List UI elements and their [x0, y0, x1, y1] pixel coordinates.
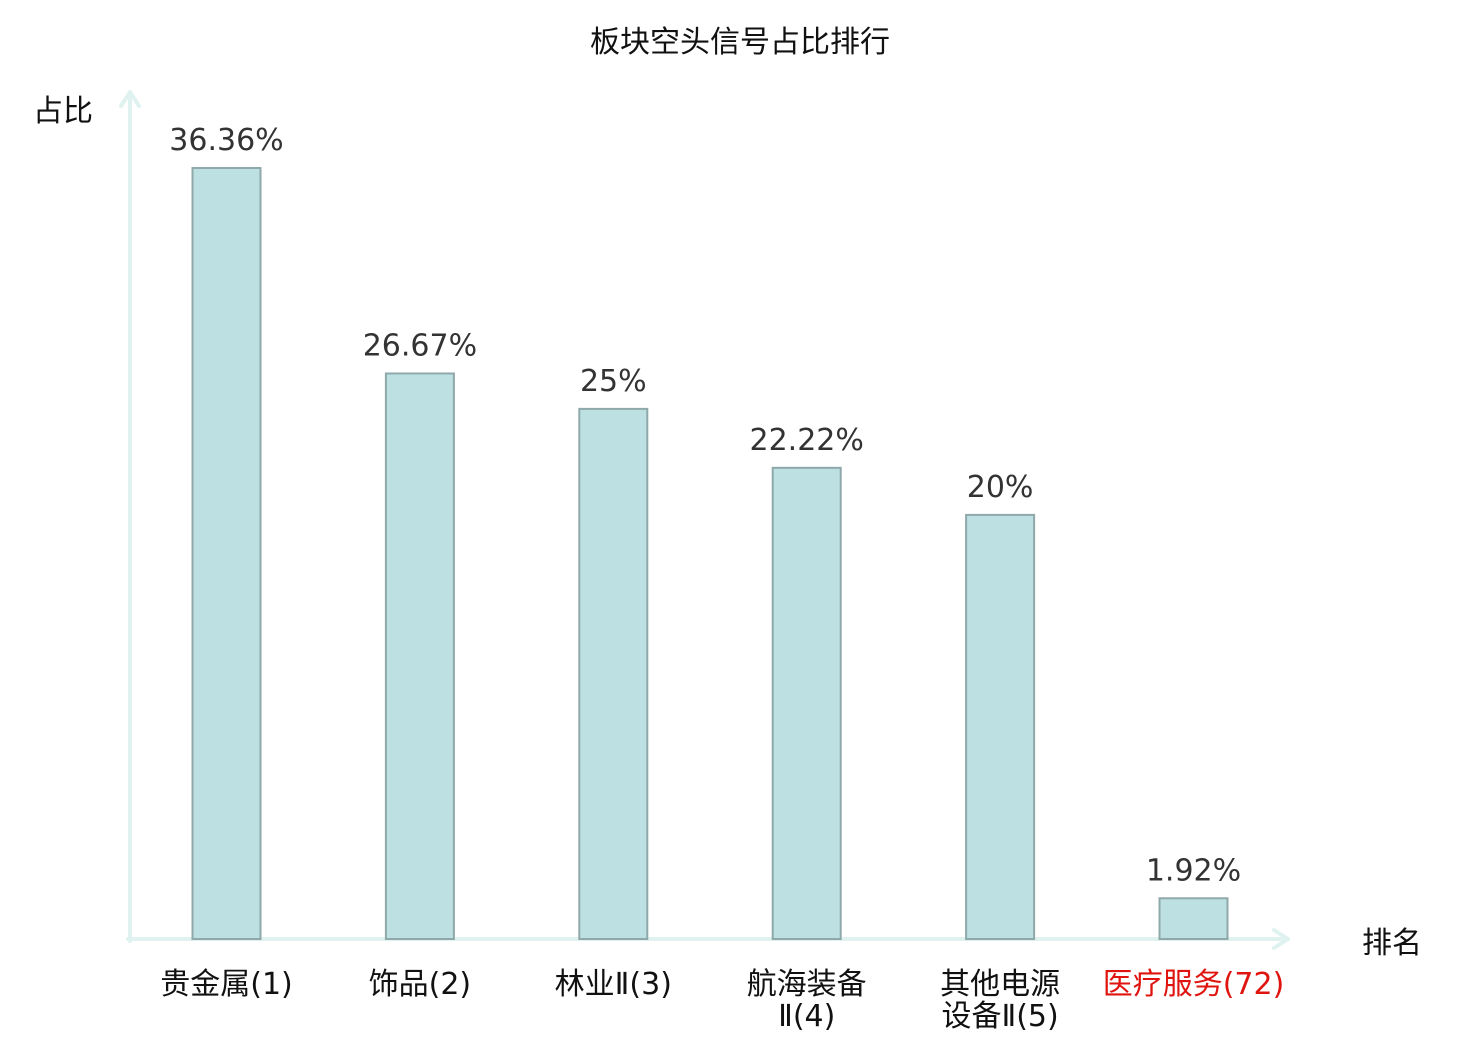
- x-tick-label: 贵金属(1): [160, 967, 293, 1002]
- bar-value-label: 25%: [580, 364, 647, 399]
- x-tick-label: 林业Ⅱ(3): [555, 967, 672, 1002]
- x-tick-label: 设备Ⅱ(5): [941, 999, 1058, 1034]
- x-tick-label: 其他电源: [940, 967, 1060, 1002]
- y-axis-label: 占比: [33, 94, 93, 129]
- bars-group: [191, 167, 1229, 941]
- bar-value-label: 1.92%: [1146, 853, 1241, 888]
- bar: [965, 513, 1036, 940]
- value-labels-group: 36.36% 26.67% 25% 22.22% 20% 1.92%: [169, 123, 1241, 888]
- bar: [578, 407, 649, 941]
- y-axis-arrow-icon: [119, 90, 141, 108]
- x-tick-label: 饰品(2): [369, 967, 472, 1002]
- chart-title: 板块空头信号占比排行: [590, 25, 890, 60]
- bar-value-label: 22.22%: [750, 423, 864, 458]
- bar-value-label: 20%: [967, 470, 1034, 505]
- bar: [771, 466, 842, 940]
- x-tick-label: Ⅱ(4): [778, 999, 835, 1034]
- x-axis-label: 排名: [1362, 926, 1422, 961]
- x-axis-arrow-icon: [1272, 928, 1290, 950]
- bar: [191, 167, 262, 940]
- bar-value-label: 26.67%: [363, 328, 477, 363]
- bar: [384, 372, 455, 940]
- x-tick-label: 医疗服务(72): [1103, 967, 1285, 1002]
- bar-value-label: 36.36%: [169, 123, 283, 158]
- bar: [1158, 897, 1229, 940]
- x-tick-label: 航海装备: [747, 967, 867, 1002]
- axes: [119, 90, 1290, 950]
